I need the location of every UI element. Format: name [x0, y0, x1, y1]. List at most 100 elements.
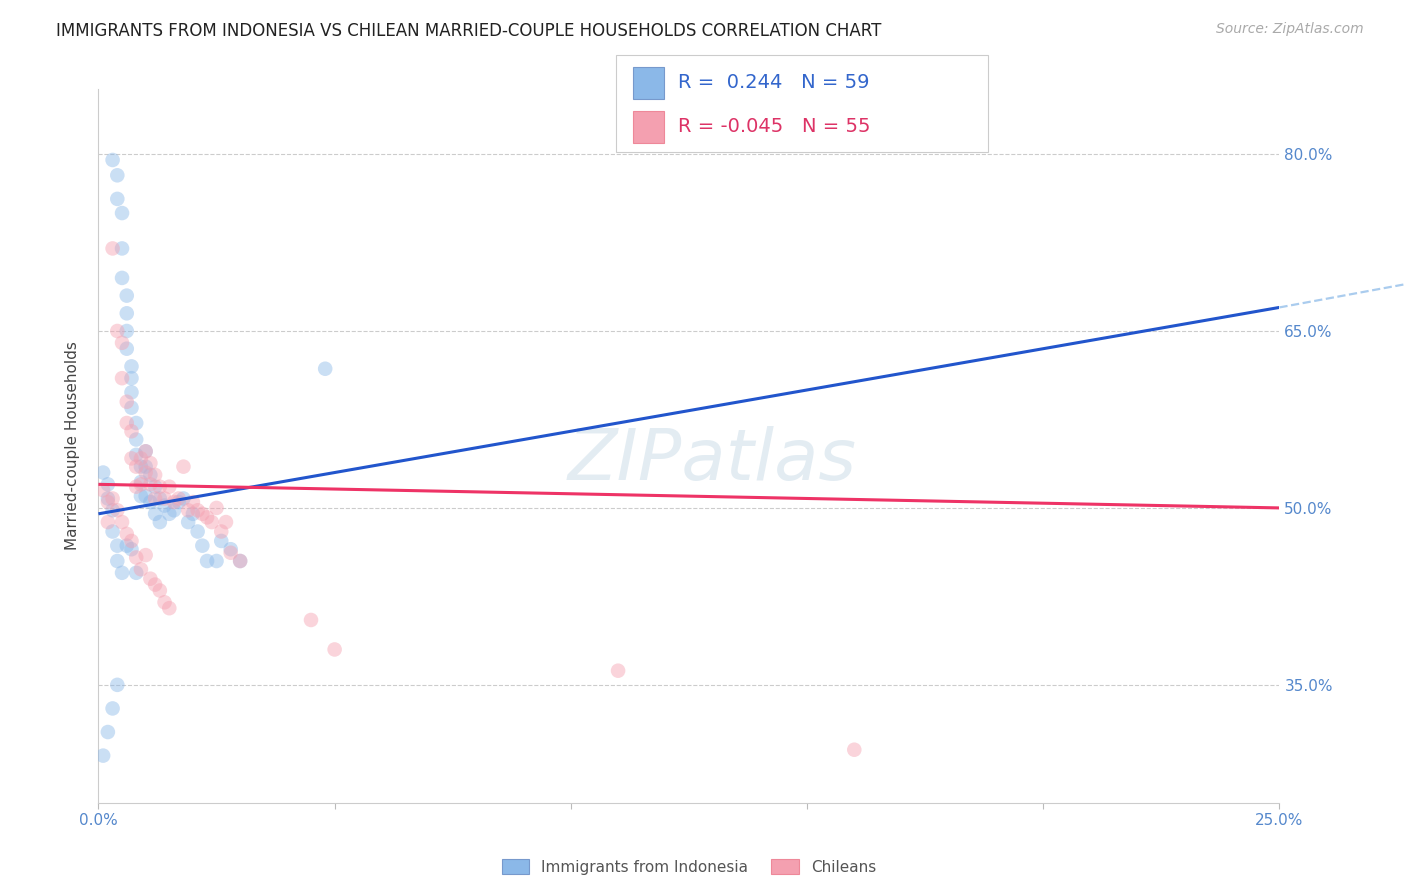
Text: R = -0.045   N = 55: R = -0.045 N = 55 [678, 117, 870, 136]
Point [121, 401, 143, 415]
Point [105, 192, 128, 206]
Point [205, 500, 228, 515]
Point [111, 335, 134, 350]
Point [111, 206, 134, 220]
Point [121, 385, 143, 400]
Point [149, 583, 172, 598]
Point [105, 324, 128, 338]
Point [139, 456, 162, 470]
Point [314, 361, 336, 376]
Point [139, 477, 162, 491]
Point [205, 554, 228, 568]
Point [125, 459, 148, 474]
Point [105, 503, 128, 517]
Point [135, 548, 157, 562]
Point [105, 169, 128, 183]
Point [135, 444, 157, 458]
Point [201, 515, 224, 529]
Point [97, 491, 120, 506]
Point [111, 271, 134, 285]
Point [195, 554, 218, 568]
Text: IMMIGRANTS FROM INDONESIA VS CHILEAN MARRIED-COUPLE HOUSEHOLDS CORRELATION CHART: IMMIGRANTS FROM INDONESIA VS CHILEAN MAR… [56, 22, 882, 40]
Point [153, 595, 176, 609]
Point [209, 533, 232, 548]
Point [172, 491, 194, 506]
Point [125, 448, 148, 462]
Point [121, 424, 143, 438]
Point [149, 515, 172, 529]
Point [97, 495, 120, 509]
Point [139, 572, 162, 586]
Point [111, 371, 134, 385]
Point [97, 515, 120, 529]
Point [91, 748, 114, 763]
Point [115, 306, 138, 320]
Point [121, 359, 143, 374]
Point [101, 701, 124, 715]
Point [167, 491, 190, 506]
Text: ZIPatlas: ZIPatlas [568, 425, 858, 495]
Point [209, 524, 232, 539]
Point [139, 495, 162, 509]
Point [191, 507, 214, 521]
Point [149, 491, 172, 506]
Point [191, 539, 214, 553]
Point [105, 554, 128, 568]
Point [139, 467, 162, 482]
Point [97, 477, 120, 491]
Point [219, 542, 242, 557]
Point [105, 539, 128, 553]
Point [129, 475, 152, 489]
Point [129, 477, 152, 491]
Point [129, 451, 152, 466]
Point [181, 507, 204, 521]
Point [101, 524, 124, 539]
Point [167, 495, 190, 509]
Point [115, 288, 138, 302]
Point [187, 524, 209, 539]
Point [135, 489, 157, 503]
Point [129, 459, 152, 474]
Point [153, 499, 176, 513]
Point [115, 539, 138, 553]
Point [111, 515, 134, 529]
Point [115, 527, 138, 541]
Point [115, 394, 138, 409]
Point [215, 515, 238, 529]
Point [91, 466, 114, 480]
Point [101, 242, 124, 256]
Point [172, 459, 194, 474]
Point [323, 642, 346, 657]
Point [111, 242, 134, 256]
Point [97, 725, 120, 739]
Point [129, 489, 152, 503]
Point [115, 416, 138, 430]
Point [143, 577, 166, 591]
Y-axis label: Married-couple Households: Married-couple Households [65, 342, 80, 550]
Point [135, 444, 157, 458]
Point [101, 503, 124, 517]
Point [121, 371, 143, 385]
Point [135, 459, 157, 474]
Point [125, 433, 148, 447]
Point [101, 491, 124, 506]
Point [195, 510, 218, 524]
Point [299, 613, 322, 627]
Point [125, 566, 148, 580]
Point [129, 562, 152, 576]
Point [101, 153, 124, 167]
Point [135, 466, 157, 480]
Point [177, 503, 200, 517]
Text: Source: ZipAtlas.com: Source: ZipAtlas.com [1216, 22, 1364, 37]
Point [157, 480, 180, 494]
Point [125, 480, 148, 494]
Point [121, 451, 143, 466]
Point [121, 533, 143, 548]
Point [153, 491, 176, 506]
Point [143, 480, 166, 494]
Point [115, 324, 138, 338]
Point [607, 664, 630, 678]
Text: R =  0.244   N = 59: R = 0.244 N = 59 [678, 73, 869, 93]
Point [149, 480, 172, 494]
Point [163, 495, 186, 509]
